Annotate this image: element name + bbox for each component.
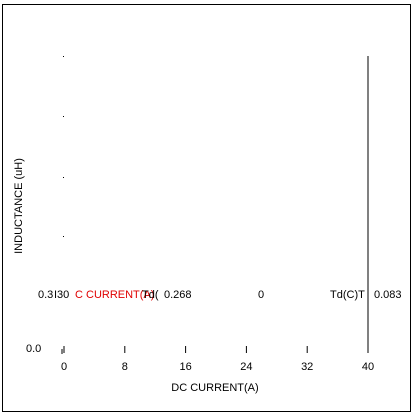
x-tick-label: 16 [179,361,191,373]
y-minor-dot [63,236,64,237]
y-tick-label: 0.0 [26,343,41,355]
overlay-mid-value: 0 [258,289,264,301]
overlay-td-right: Td(C)T [330,289,365,301]
y-minor-marks [63,56,64,237]
y-minor-dot [63,116,64,117]
overlay-y-value: 0.3 [38,289,53,301]
x-axis-ticks: 0 8 16 24 32 40 [61,346,374,373]
x-axis-label: DC CURRENT(A) [171,382,258,394]
overlay-td-left-value: 0.268 [164,289,192,301]
y-minor-dot [63,177,64,178]
x-tick-label: 8 [122,361,128,373]
y-axis-label: INDUCTANCE (uH) [13,158,25,254]
overlay-td-right-value: 0.083 [374,289,402,301]
chart-frame [2,4,411,412]
x-tick-label: 0 [61,361,67,373]
x-tick-label: 40 [362,361,374,373]
overlay-td-left: Td( [142,289,159,301]
y-minor-dot [63,56,64,57]
x-tick-label: 24 [240,361,252,373]
overlay-leading-label: I30 [54,289,69,301]
overlay-red-label: C CURRENT(A) [75,289,154,301]
x-tick-label: 32 [301,361,313,373]
